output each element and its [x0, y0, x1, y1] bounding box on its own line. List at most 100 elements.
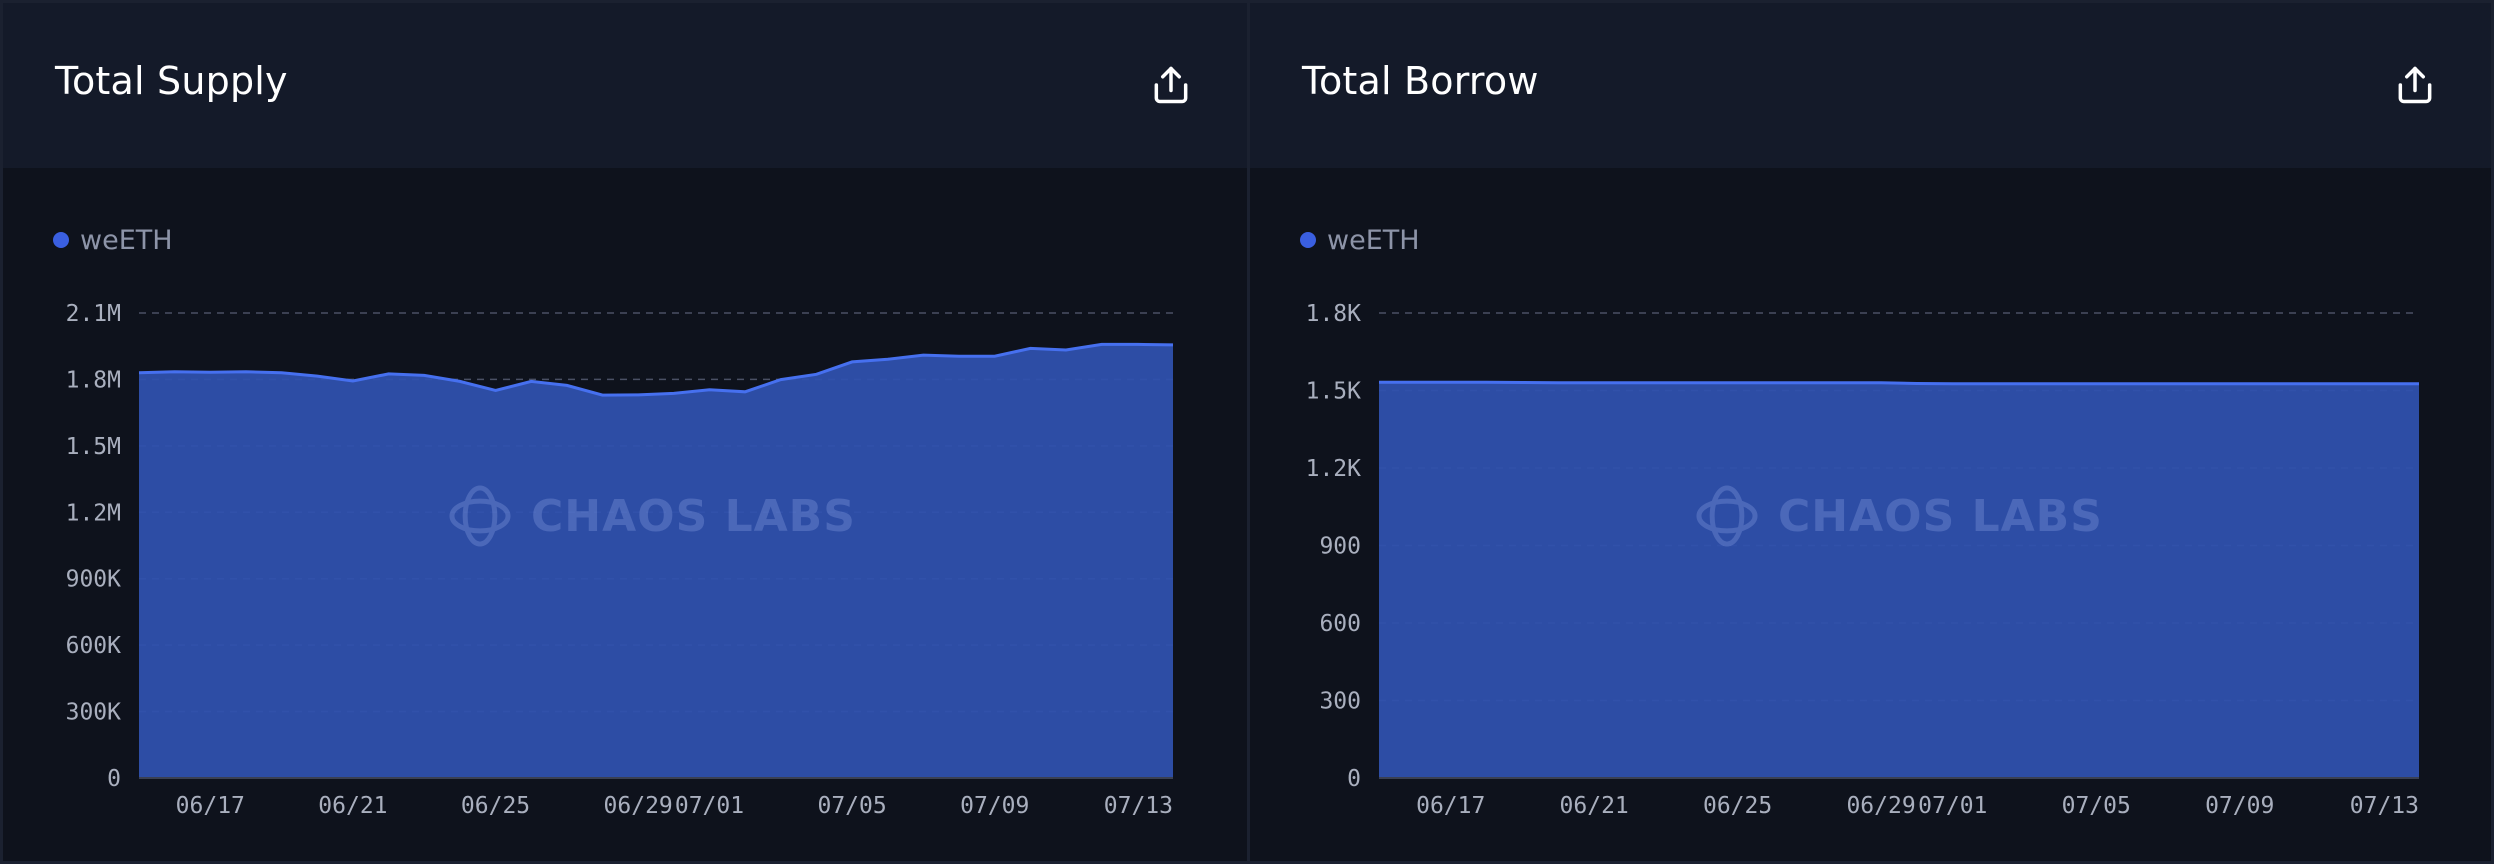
total-supply-chart: 0 300K 600K 900K 1.2M 1.5M 1.8M 2.1M 06/17 06/21 0…	[66, 301, 1177, 819]
data-point[interactable]	[884, 355, 892, 363]
data-point[interactable]	[385, 370, 393, 378]
legend-marker	[1300, 232, 1316, 248]
data-point[interactable]	[705, 386, 713, 394]
y-tick-label: 0	[107, 766, 121, 792]
data-point[interactable]	[1411, 378, 1419, 386]
data-point[interactable]	[812, 370, 820, 378]
data-point[interactable]	[1985, 380, 1993, 388]
data-point[interactable]	[991, 352, 999, 360]
total-borrow-chart: 0 300 600 900 1.2K 1.5K 1.8K 06/17 06/21 06/25 06/…	[1306, 301, 2423, 819]
share-export-icon	[2398, 66, 2432, 104]
data-point[interactable]	[955, 352, 963, 360]
data-point[interactable]	[1805, 379, 1813, 387]
data-point[interactable]	[2021, 380, 2029, 388]
data-point[interactable]	[2236, 380, 2244, 388]
data-point[interactable]	[278, 369, 286, 377]
data-point[interactable]	[563, 381, 571, 389]
data-point[interactable]	[634, 391, 642, 399]
data-point[interactable]	[1098, 340, 1106, 348]
data-point[interactable]	[1626, 379, 1634, 387]
x-tick-label: 07/13	[1104, 793, 1173, 819]
data-point[interactable]	[1483, 378, 1491, 386]
y-tick-label: 1.8M	[66, 367, 121, 393]
panel-header: Total Borrow	[1250, 3, 2491, 168]
chart-legend[interactable]: weETH	[1300, 224, 1420, 256]
data-point[interactable]	[2200, 380, 2208, 388]
y-tick-label: 1.2M	[66, 500, 121, 526]
x-tick-label: 07/09	[2205, 793, 2274, 819]
data-point[interactable]	[1877, 379, 1885, 387]
y-tick-label: 1.5M	[66, 434, 121, 460]
export-button[interactable]	[1149, 63, 1193, 107]
data-point[interactable]	[2164, 380, 2172, 388]
data-point[interactable]	[1590, 379, 1598, 387]
series-line-weeth[interactable]	[138, 342, 1174, 397]
data-point[interactable]	[420, 371, 428, 379]
data-point[interactable]	[1554, 379, 1562, 387]
series-area-weeth[interactable]	[1379, 382, 2419, 778]
data-point[interactable]	[1133, 340, 1141, 348]
data-point[interactable]	[741, 388, 749, 396]
data-point[interactable]	[206, 368, 214, 376]
x-tick-label: 07/05	[2062, 793, 2131, 819]
data-point[interactable]	[349, 377, 357, 385]
x-tick-label: 06/17	[1416, 793, 1485, 819]
data-point[interactable]	[2379, 380, 2387, 388]
data-point[interactable]	[1698, 379, 1706, 387]
export-button[interactable]	[2393, 63, 2437, 107]
data-point[interactable]	[527, 377, 535, 385]
series-area-weeth[interactable]	[139, 344, 1173, 778]
data-point[interactable]	[1913, 380, 1921, 388]
data-point[interactable]	[1447, 378, 1455, 386]
data-point[interactable]	[1734, 379, 1742, 387]
legend-label: weETH	[80, 224, 173, 256]
data-point[interactable]	[2415, 380, 2423, 388]
chart-legend[interactable]: weETH	[53, 224, 173, 256]
series-line-weeth[interactable]	[1379, 380, 2419, 386]
x-tick-label: 07/05	[817, 793, 886, 819]
y-tick-label: 1.5K	[1306, 379, 1362, 405]
data-point[interactable]	[1169, 341, 1177, 349]
data-point[interactable]	[599, 391, 607, 399]
y-tick-label: 1.8K	[1306, 301, 1362, 327]
data-point[interactable]	[848, 358, 856, 366]
y-tick-label: 300K	[66, 700, 122, 726]
data-point[interactable]	[1062, 346, 1070, 354]
data-point[interactable]	[1518, 378, 1526, 386]
y-tick-label: 600	[1319, 611, 1361, 637]
y-tick-label: 0	[1347, 766, 1361, 792]
data-point[interactable]	[1375, 378, 1383, 386]
data-point[interactable]	[1769, 379, 1777, 387]
x-tick-label: 07/09	[960, 793, 1029, 819]
x-tick-label: 06/21	[1560, 793, 1629, 819]
data-point[interactable]	[456, 377, 464, 385]
data-point[interactable]	[1026, 344, 1034, 352]
data-point[interactable]	[2343, 380, 2351, 388]
data-point[interactable]	[135, 369, 143, 377]
data-point[interactable]	[1949, 380, 1957, 388]
data-point[interactable]	[171, 368, 179, 376]
y-tick-label: 900	[1319, 534, 1361, 560]
legend-label: weETH	[1327, 224, 1420, 256]
data-point[interactable]	[2056, 380, 2064, 388]
data-point[interactable]	[492, 387, 500, 395]
data-point[interactable]	[919, 351, 927, 359]
data-point[interactable]	[2092, 380, 2100, 388]
data-point[interactable]	[1841, 379, 1849, 387]
x-tick-label: 06/29	[1846, 793, 1915, 819]
x-tick-label: 07/01	[675, 793, 744, 819]
data-point[interactable]	[777, 376, 785, 384]
data-point[interactable]	[2307, 380, 2315, 388]
data-point[interactable]	[242, 368, 250, 376]
data-point[interactable]	[670, 389, 678, 397]
x-tick-label: 06/21	[318, 793, 387, 819]
data-point[interactable]	[1662, 379, 1670, 387]
y-tick-label: 300	[1319, 689, 1361, 715]
total-borrow-panel: Total Borrow weETH 0 300 600 900 1.2K 1.5K 1.8…	[1247, 0, 2494, 864]
data-point[interactable]	[2272, 380, 2280, 388]
x-tick-label: 06/29	[604, 793, 673, 819]
data-point[interactable]	[2128, 380, 2136, 388]
data-point[interactable]	[313, 372, 321, 380]
x-tick-label: 06/25	[461, 793, 530, 819]
y-tick-label: 1.2K	[1306, 456, 1362, 482]
